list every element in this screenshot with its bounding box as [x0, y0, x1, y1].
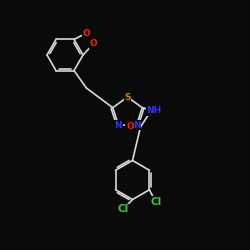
Text: N: N: [114, 120, 122, 130]
Text: O: O: [90, 39, 98, 48]
Text: N: N: [133, 120, 140, 130]
Text: O: O: [82, 29, 90, 38]
Text: Cl: Cl: [150, 197, 161, 207]
Text: O: O: [126, 122, 134, 132]
Text: Cl: Cl: [118, 204, 128, 214]
Text: NH: NH: [146, 106, 162, 115]
Text: S: S: [124, 92, 131, 102]
